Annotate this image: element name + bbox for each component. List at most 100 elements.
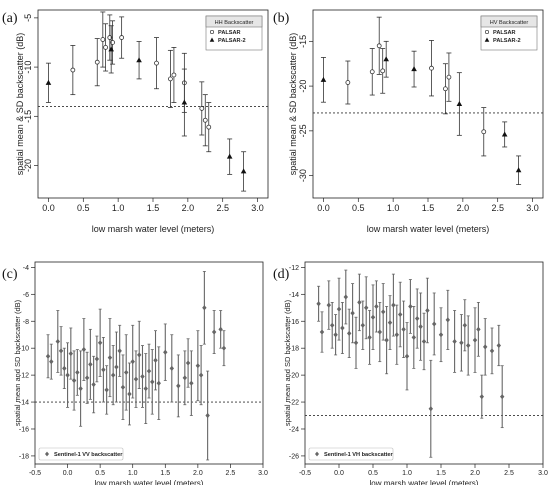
data-point-diamond — [472, 337, 478, 343]
data-point-circle — [429, 65, 434, 71]
data-point-diamond — [391, 302, 396, 308]
x-tick-label: 2.0 — [182, 203, 195, 213]
y-tick-label: -5 — [23, 14, 33, 22]
y-tick-label: -15 — [23, 110, 33, 123]
data-point-diamond — [364, 305, 369, 311]
x-tick-label: 0.0 — [63, 470, 73, 477]
data-point-diamond — [195, 363, 201, 369]
x-tick-label: 0.5 — [95, 470, 105, 477]
data-point-diamond — [418, 324, 423, 330]
x-tick-label: 0.5 — [77, 203, 90, 213]
data-point-diamond — [496, 342, 501, 349]
y-tick-label: -14 — [289, 292, 299, 299]
panel-a: (a) 0.0 0.5 1.0 1.5 2.0 2.5 3.0 -20 -15 -10 -5 low m… — [2, 9, 269, 234]
data-point-diamond — [101, 367, 106, 373]
x-tick-label: 2.0 — [193, 470, 203, 477]
legend-box — [308, 447, 394, 461]
data-point-circle — [369, 69, 375, 75]
data-point-circle — [443, 86, 448, 92]
legend-label: Sentinel-1 VH backscatter — [324, 452, 394, 458]
y-tick-label: -4 — [23, 265, 29, 272]
data-point-diamond — [146, 368, 152, 374]
y-tick-label: -20 — [289, 373, 299, 380]
data-point-diamond — [476, 326, 481, 332]
data-point-diamond — [68, 350, 74, 357]
y-axis-title: spatial mean and SD backscatter (dB) — [13, 299, 22, 426]
data-point-triangle — [411, 66, 417, 72]
x-tick-label: 2.5 — [216, 203, 229, 213]
data-point-circle — [171, 72, 177, 78]
data-point-diamond — [347, 330, 352, 336]
x-tick-label: 3.0 — [258, 470, 268, 477]
data-point-diamond — [117, 348, 122, 354]
data-point-circle — [206, 124, 212, 130]
x-tick-label: 2.5 — [226, 470, 236, 477]
data-point-diamond — [114, 364, 119, 370]
y-tick-label: -8 — [23, 319, 29, 326]
data-point-triangle — [320, 76, 327, 82]
x-axis-title: low marsh water level (meters) — [92, 224, 215, 234]
legend-label: PALSAR — [493, 30, 516, 36]
x-tick-label: 2.0 — [457, 203, 470, 213]
x-tick-label: -0.5 — [29, 470, 41, 477]
data-point-diamond — [466, 342, 471, 349]
data-point-diamond — [330, 322, 335, 328]
y-tick-label: -26 — [289, 453, 299, 460]
data-point-diamond — [370, 314, 376, 320]
legend-marker-circle — [209, 29, 215, 35]
data-point-diamond — [62, 365, 67, 371]
data-point-diamond — [133, 376, 139, 382]
data-point-diamond — [408, 303, 413, 310]
data-point-diamond — [182, 375, 188, 381]
legend-label: PALSAR-2 — [218, 38, 246, 44]
legend-title-bg — [480, 15, 538, 28]
data-point-diamond — [401, 326, 406, 332]
data-point-diamond — [374, 303, 379, 310]
y-tick-label: -10 — [19, 346, 29, 353]
data-point-triangle — [456, 101, 463, 106]
series-PALSAR — [345, 16, 487, 157]
data-point-triangle — [515, 167, 522, 173]
legend-marker-diamond — [315, 451, 319, 457]
plot-frame — [304, 261, 544, 465]
data-point-circle — [345, 80, 351, 85]
data-point-diamond — [110, 372, 116, 378]
data-point-diamond — [500, 394, 505, 400]
data-point-diamond — [394, 332, 399, 338]
data-point-diamond — [65, 372, 70, 378]
y-tick-label: -18 — [289, 346, 299, 353]
data-point-diamond — [340, 325, 345, 331]
legend-title-bg — [205, 15, 263, 28]
data-point-diamond — [489, 348, 495, 354]
panel-label: (b) — [273, 11, 290, 26]
data-point-diamond — [432, 321, 437, 327]
data-point-diamond — [163, 349, 168, 355]
data-point-diamond — [336, 306, 342, 312]
x-tick-label: 3.0 — [251, 203, 264, 213]
data-point-diamond — [425, 307, 430, 314]
legend-box — [38, 447, 124, 461]
data-point-triangle — [226, 153, 233, 159]
data-point-diamond — [189, 380, 194, 386]
data-point-diamond — [71, 377, 77, 384]
x-tick-label: 0.0 — [42, 203, 55, 213]
panel-label: (d) — [273, 267, 290, 282]
x-tick-label: 0.0 — [317, 203, 330, 213]
x-axis-title: low marsh water level (meters) — [95, 479, 204, 485]
data-point-diamond — [124, 369, 129, 376]
data-point-diamond — [462, 322, 467, 328]
data-point-diamond — [221, 345, 227, 351]
legend: Sentinel-1 VV backscatter — [38, 447, 124, 461]
y-axis-title: spatial mean & SD backscatter (dB) — [15, 33, 25, 176]
x-axis-title: low marsh water level (meters) — [370, 479, 479, 485]
data-point-diamond — [120, 384, 126, 390]
legend-label: PALSAR — [218, 30, 241, 36]
data-point-diamond — [438, 332, 444, 338]
data-point-diamond — [319, 329, 325, 335]
data-point-circle — [70, 67, 76, 73]
x-tick-label: 2.5 — [491, 203, 504, 213]
data-point-triangle — [108, 46, 114, 52]
y-tick-label: -6 — [23, 292, 29, 299]
y-tick-label: -12 — [289, 265, 299, 272]
y-tick-label: -30 — [298, 169, 308, 182]
